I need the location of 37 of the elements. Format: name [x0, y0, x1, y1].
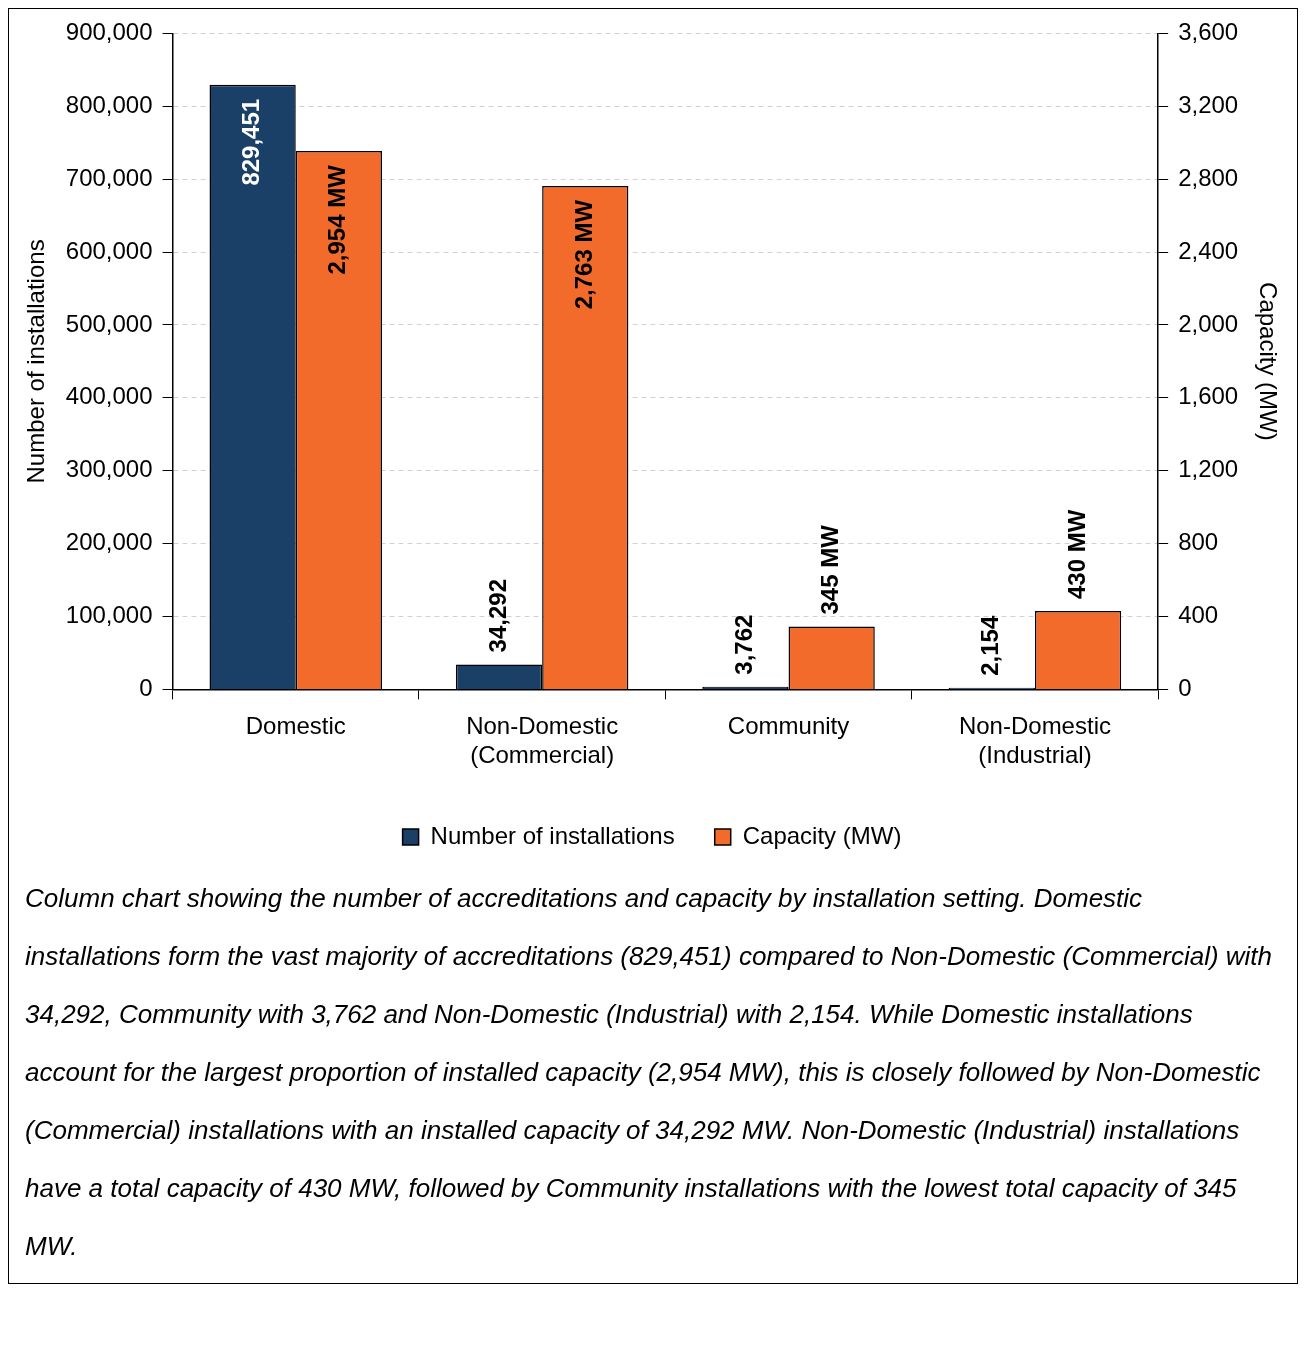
y-tick-label: 400,000 [65, 382, 153, 410]
legend-label: Number of installations [430, 821, 675, 849]
data-label: 2,154 [976, 615, 1004, 676]
x-tick-label: Non-Domestic (Industrial) [958, 712, 1111, 769]
y2-tick-label: 2,000 [1178, 309, 1239, 337]
y2-tick-label: 2,800 [1178, 163, 1239, 191]
y2-tick-label: 800 [1178, 528, 1219, 556]
text: Column chart showing the number of accreditations and capacity by installation setting. Domestic installations form the vast majority of accreditations (829,451) compared to Non-Domestic (Commercial) with 34,292, Community with 3,762 and Non-Domestic (Industrial) with 2,154. While Domestic installations account for the largest proportion of installed capacity (2,954 MW), this is closely followed by Non-Domestic (Commercial) installations with an installed capacity of 34,292 MW. Non-Domestic (Industrial) installations have a total capacity of 430 MW, followed by Community installations with the lowest total capacity of 345 MW. [25, 882, 1274, 1263]
y-tick-label: 300,000 [65, 455, 153, 483]
y2-tick-label: 2,400 [1178, 236, 1239, 264]
data-label: 2,954 MW [323, 164, 351, 275]
y-tick-label: 700,000 [65, 163, 153, 191]
data-label: 34,292 [483, 579, 511, 653]
y2-tick-label: 400 [1178, 601, 1219, 629]
y2-tick-label: 3,600 [1178, 18, 1239, 46]
y2-tick-label: 3,200 [1178, 90, 1239, 118]
data-label: 2,763 MW [569, 199, 597, 310]
data-label: 430 MW [1062, 509, 1090, 600]
x-tick-label: Domestic [245, 712, 346, 740]
y-tick-label: 0 [139, 674, 153, 702]
y-tick-label: 800,000 [65, 90, 153, 118]
data-label: 829,451 [237, 98, 265, 186]
x-tick-label: Community [727, 712, 850, 740]
data-label: 345 MW [816, 524, 844, 615]
y-tick-label: 500,000 [65, 309, 153, 337]
y2-axis-title: Capacity (MW) [1254, 282, 1282, 441]
y2-tick-label: 1,600 [1178, 382, 1239, 410]
legend-label: Capacity (MW) [742, 821, 902, 849]
y-tick-label: 100,000 [65, 601, 153, 629]
y2-tick-label: 1,200 [1178, 455, 1239, 483]
y-tick-label: 900,000 [65, 18, 153, 46]
data-label: 3,762 [730, 614, 758, 675]
x-tick-label: Non-Domestic (Commercial) [466, 712, 619, 769]
y2-tick-label: 0 [1178, 674, 1192, 702]
y-tick-label: 200,000 [65, 528, 153, 556]
y-axis-title: Number of installations [22, 239, 50, 484]
y-tick-label: 600,000 [65, 236, 153, 264]
